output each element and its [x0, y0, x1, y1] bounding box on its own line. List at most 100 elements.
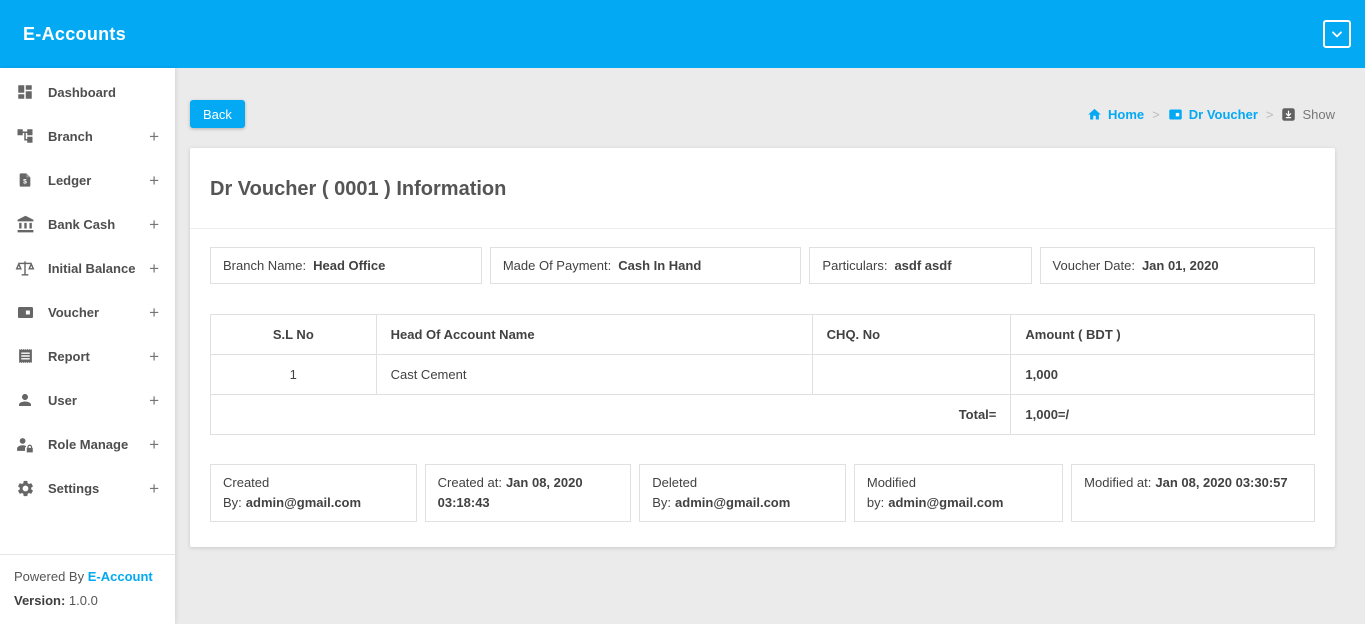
back-button[interactable]: Back: [190, 100, 245, 128]
report-icon: [14, 347, 36, 365]
cell-amount: 1,000: [1010, 354, 1315, 395]
breadcrumb-home[interactable]: Home: [1087, 107, 1144, 122]
bank-icon: [14, 215, 36, 234]
voucher-card: Dr Voucher ( 0001 ) Information Branch N…: [190, 148, 1335, 547]
sidebar-item-initial-balance[interactable]: Initial Balance +: [0, 246, 175, 290]
expand-plus-icon[interactable]: +: [149, 390, 159, 410]
sidebar-item-dashboard[interactable]: Dashboard: [0, 70, 175, 114]
dashboard-icon: [14, 83, 36, 101]
expand-plus-icon[interactable]: +: [149, 126, 159, 146]
topbar: E-Accounts: [0, 0, 1365, 68]
powered-by: Powered By E-Account: [14, 569, 161, 584]
info-value: Head Office: [313, 258, 386, 273]
sidebar-item-label: Settings: [48, 480, 100, 496]
meta-created-by: Created By: admin@gmail.com: [210, 464, 417, 522]
info-made-of-payment: Made Of Payment: Cash In Hand: [489, 247, 802, 284]
app-title: E-Accounts: [23, 23, 127, 44]
expand-plus-icon[interactable]: +: [149, 170, 159, 190]
meta-modified-by: Modified by: admin@gmail.com: [853, 464, 1064, 522]
table-row: 1 Cast Cement 1,000: [210, 354, 1315, 395]
gear-icon: [14, 479, 36, 498]
meta-modified-at: Modified at: Jan 08, 2020 03:30:57: [1071, 464, 1315, 522]
balance-scale-icon: [14, 258, 36, 278]
sidebar-item-label: Report: [48, 348, 90, 364]
info-value: Cash In Hand: [618, 258, 702, 273]
role-manage-icon: [14, 435, 36, 454]
expand-plus-icon[interactable]: +: [149, 434, 159, 454]
breadcrumb: Home > Dr Voucher > Show: [1087, 107, 1335, 122]
sidebar-item-voucher[interactable]: Voucher +: [0, 290, 175, 334]
powered-by-text: Powered By: [14, 569, 85, 584]
sidebar-item-label: Voucher: [48, 304, 100, 320]
content-area: Back Home > Dr Voucher: [175, 68, 1365, 624]
show-icon: [1281, 107, 1296, 122]
powered-by-link[interactable]: E-Account: [87, 569, 153, 584]
table-total-row: Total= 1,000=/: [209, 394, 1315, 435]
breadcrumb-separator: >: [1152, 106, 1160, 122]
expand-plus-icon[interactable]: +: [149, 214, 159, 234]
info-particulars: Particulars: asdf asdf: [809, 247, 1032, 284]
total-value: 1,000=/: [1010, 394, 1315, 435]
meta-value: Jan 08, 2020 03:30:57: [1155, 475, 1288, 490]
meta-deleted-by: Deleted By: admin@gmail.com: [639, 464, 846, 522]
breadcrumb-separator: >: [1265, 106, 1274, 122]
home-icon: [1087, 107, 1102, 122]
sidebar: Dashboard Branch + $ Ledger +: [0, 68, 175, 624]
sidebar-item-label: Initial Balance: [48, 260, 136, 276]
sidebar-item-role-manage[interactable]: Role Manage +: [0, 422, 175, 466]
sidebar-item-ledger[interactable]: $ Ledger +: [0, 158, 175, 202]
sidebar-item-user[interactable]: User +: [0, 378, 175, 422]
page-title: Dr Voucher ( 0001 ) Information: [210, 178, 507, 200]
sidebar-item-report[interactable]: Report +: [0, 334, 175, 378]
info-branch-name: Branch Name: Head Office: [210, 247, 482, 284]
column-header-account: Head Of Account Name: [375, 314, 813, 355]
meta-label: Deleted By:: [652, 475, 698, 510]
sidebar-footer: Powered By E-Account Version: 1.0.0: [0, 554, 175, 624]
voucher-entries-table: S.L No Head Of Account Name CHQ. No Amou…: [209, 314, 1315, 435]
version-label: Version:: [14, 593, 66, 608]
meta-value: Jan 08, 2020 03:18:43: [437, 475, 583, 510]
cell-sl-no: 1: [210, 354, 377, 395]
expand-plus-icon[interactable]: +: [149, 302, 159, 322]
sidebar-item-label: Role Manage: [48, 436, 129, 452]
breadcrumb-show: Show: [1281, 107, 1335, 122]
meta-value: admin@gmail.com: [888, 495, 1004, 510]
sidebar-item-label: Branch: [48, 128, 93, 144]
sidebar-item-branch[interactable]: Branch +: [0, 114, 175, 158]
meta-label: Created By:: [223, 475, 270, 510]
cell-chq-no: [811, 354, 1012, 395]
breadcrumb-dr-voucher[interactable]: Dr Voucher: [1168, 107, 1258, 122]
expand-plus-icon[interactable]: +: [149, 346, 159, 366]
voucher-icon: [14, 303, 36, 322]
column-header-sl-no: S.L No: [210, 314, 377, 355]
meta-label: Modified at:: [1084, 475, 1152, 490]
meta-label: Created at:: [437, 475, 502, 490]
sidebar-item-settings[interactable]: Settings +: [0, 466, 175, 510]
column-header-amount: Amount ( BDT ): [1010, 314, 1315, 355]
expand-plus-icon[interactable]: +: [149, 478, 159, 498]
column-header-chq-no: CHQ. No: [811, 314, 1012, 355]
meta-label: Modified by:: [866, 475, 917, 510]
voucher-icon: [1168, 107, 1183, 122]
card-header: Dr Voucher ( 0001 ) Information: [190, 148, 1335, 229]
info-label: Branch Name:: [223, 258, 307, 273]
sidebar-nav: Dashboard Branch + $ Ledger +: [0, 68, 175, 510]
info-voucher-date: Voucher Date: Jan 01, 2020: [1039, 247, 1315, 284]
breadcrumb-label: Home: [1108, 106, 1145, 122]
voucher-info-row: Branch Name: Head Office Made Of Payment:…: [210, 247, 1315, 284]
meta-value: admin@gmail.com: [245, 495, 362, 510]
info-value: Jan 01, 2020: [1141, 258, 1219, 273]
sidebar-item-bank-cash[interactable]: Bank Cash +: [0, 202, 175, 246]
topbar-toggle-button[interactable]: [1323, 20, 1351, 48]
total-label: Total=: [209, 394, 1012, 435]
info-label: Particulars:: [822, 258, 888, 273]
info-label: Made Of Payment:: [502, 258, 612, 273]
version-value: 1.0.0: [68, 593, 98, 608]
expand-plus-icon[interactable]: +: [149, 258, 159, 278]
sidebar-item-label: Ledger: [48, 172, 92, 188]
chevron-down-icon: [1329, 26, 1345, 42]
ledger-icon: $: [14, 171, 36, 189]
branch-icon: [14, 127, 36, 145]
sidebar-item-label: User: [48, 392, 77, 408]
